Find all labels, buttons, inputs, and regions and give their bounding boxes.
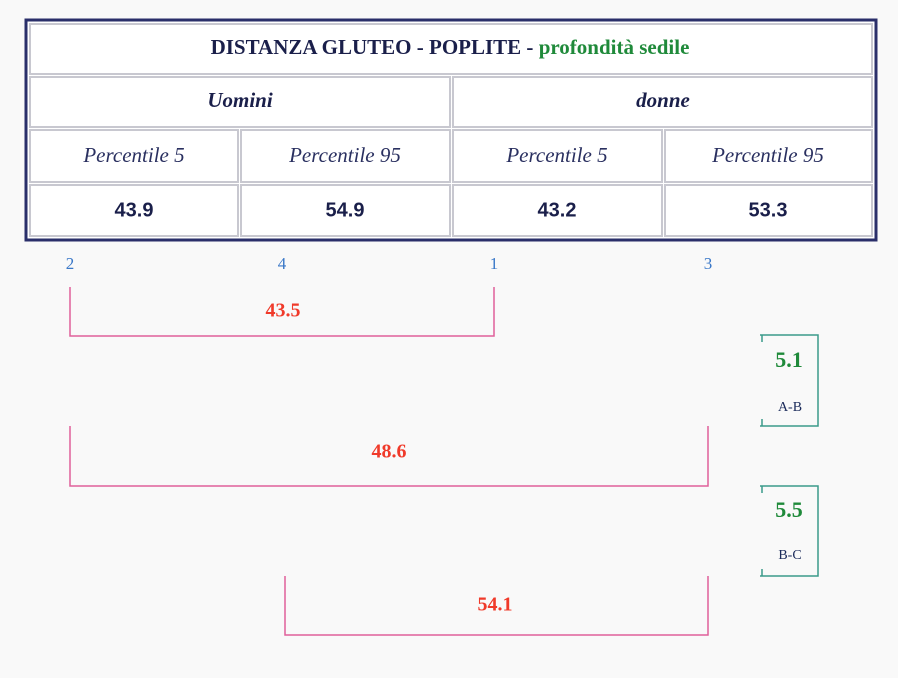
marker: 4	[278, 254, 287, 273]
difference-bracket	[760, 334, 819, 427]
value-cell	[29, 184, 239, 237]
range-label: 54.1	[478, 594, 513, 616]
header-cell	[452, 129, 663, 183]
value: 53.3	[749, 199, 788, 221]
range-label: 43.5	[266, 300, 301, 322]
header-cell	[29, 129, 239, 183]
bracket	[69, 287, 495, 337]
marker: 2	[66, 254, 75, 273]
header-cell	[664, 129, 873, 183]
range-label: 48.6	[372, 441, 407, 463]
difference-label: B-C	[778, 548, 801, 563]
group-cell	[452, 76, 873, 128]
value: 54.9	[326, 199, 365, 221]
difference-bracket	[760, 485, 819, 577]
marker: 1	[490, 254, 499, 273]
value-cell	[240, 184, 451, 237]
header-label: Percentile 95	[711, 143, 824, 167]
marker: 3	[704, 254, 713, 273]
difference-value: 5.5	[775, 497, 803, 522]
value: 43.2	[538, 199, 577, 221]
title-sub: profondità sedile	[539, 35, 690, 59]
difference-label: A-B	[778, 400, 802, 415]
group-cell	[29, 76, 451, 128]
difference-value: 5.1	[775, 347, 803, 372]
group-label: donne	[636, 88, 690, 112]
header-label: Percentile 5	[82, 143, 184, 167]
value: 43.9	[115, 199, 154, 221]
bracket	[284, 576, 709, 636]
header-label: Percentile 5	[505, 143, 607, 167]
value-cell	[664, 184, 873, 237]
value-cell	[452, 184, 663, 237]
title-cell	[29, 23, 873, 75]
group-label: Uomini	[207, 88, 273, 112]
header-cell	[240, 129, 451, 183]
table: DISTANZA GLUTEO - POPLITE - profondità s…	[24, 18, 878, 242]
title: DISTANZA GLUTEO - POPLITE - profondità s…	[211, 35, 690, 59]
bracket	[69, 426, 709, 487]
header-label: Percentile 95	[288, 143, 401, 167]
title-main: DISTANZA GLUTEO - POPLITE -	[211, 35, 534, 59]
